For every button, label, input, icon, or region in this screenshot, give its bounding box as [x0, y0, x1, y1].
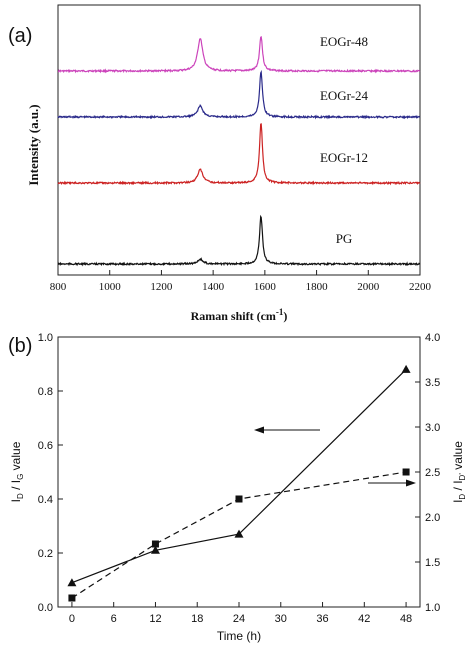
x-tick-label: 30 — [275, 613, 287, 625]
right-y-tick-label: 1.5 — [425, 557, 440, 569]
x-tick-label: 2000 — [357, 281, 380, 293]
spectrum-line — [57, 123, 421, 186]
right-y-axis-ticks: 1.0 1.5 2.0 2.5 3.0 3.5 4.0 — [415, 332, 440, 614]
square-marker — [235, 495, 243, 503]
square-marker — [151, 540, 159, 548]
left-y-tick-label: 0.6 — [38, 440, 53, 452]
x-tick-label: 0 — [69, 613, 75, 625]
triangle-marker — [234, 529, 244, 538]
spectrum-line — [57, 36, 421, 74]
triangle-marker — [150, 545, 160, 554]
right-y-tick-label: 2.5 — [425, 467, 440, 479]
x-tick-label: 18 — [191, 613, 203, 625]
left-y-axis-label: ID / IG value — [9, 441, 25, 502]
x-axis-ticks-a: 800 1000 1200 1400 1600 1800 2000 2200 — [50, 270, 432, 293]
spectrum-line — [57, 69, 421, 120]
series-label: EOGr-48 — [320, 34, 368, 49]
right-y-tick-label: 3.0 — [425, 422, 440, 434]
y-axis-label-a: Intensity (a.u.) — [26, 104, 41, 185]
triangle-marker — [67, 578, 77, 587]
panel-a-label: (a) — [8, 25, 32, 47]
x-tick-label: 1000 — [99, 281, 122, 293]
x-tick-label: 800 — [50, 281, 67, 293]
series-label: EOGr-24 — [320, 88, 369, 103]
plot-frame-a — [57, 4, 421, 276]
x-tick-label: 1600 — [254, 281, 277, 293]
right-y-tick-label: 3.5 — [425, 377, 440, 389]
left-y-tick-label: 0.0 — [38, 602, 53, 614]
x-axis-ticks-b: 0 6 12 18 24 30 36 42 48 — [69, 602, 412, 625]
right-y-axis-label: ID / ID' value — [451, 441, 467, 503]
x-tick-label: 42 — [358, 613, 370, 625]
x-axis-label-a: Raman shift (cm-1) — [191, 307, 288, 323]
x-tick-label: 12 — [149, 613, 161, 625]
series-label: PG — [336, 231, 353, 246]
x-tick-label: 1800 — [306, 281, 329, 293]
triangle-marker — [401, 364, 411, 373]
raman-spectra-panel: (a) 800 1000 1200 1400 1600 1800 2000 2200 EOGr… — [8, 4, 432, 323]
ratio-series — [67, 364, 411, 602]
spectrum-line — [57, 214, 421, 267]
spectra-curves — [57, 36, 421, 267]
left-y-axis-ticks: 0.0 0.2 0.4 0.6 0.8 1.0 — [38, 332, 63, 614]
right-y-tick-label: 1.0 — [425, 602, 440, 614]
series-labels-a: EOGr-48 EOGr-24 EOGr-12 PG — [320, 34, 369, 246]
right-y-tick-label: 2.0 — [425, 512, 440, 524]
id-ig-line — [71, 368, 407, 584]
right-y-tick-label: 4.0 — [425, 332, 440, 344]
left-y-tick-label: 0.8 — [38, 386, 53, 398]
right-axis-arrow — [368, 479, 416, 487]
square-marker — [68, 594, 76, 602]
x-tick-label: 1200 — [150, 281, 173, 293]
series-label: EOGr-12 — [320, 150, 368, 165]
x-tick-label: 6 — [111, 613, 117, 625]
left-y-tick-label: 0.4 — [38, 494, 53, 506]
square-marker — [402, 468, 410, 476]
left-y-tick-label: 0.2 — [38, 548, 53, 560]
x-tick-label: 48 — [400, 613, 412, 625]
intensity-ratio-panel: (b) 0 6 12 18 24 30 36 42 48 0.0 0.2 0.4 0.6 0.8 1.0 … — [8, 332, 467, 643]
panel-b-label: (b) — [8, 335, 32, 357]
x-tick-label: 1400 — [202, 281, 225, 293]
x-tick-label: 24 — [233, 613, 245, 625]
x-tick-label: 2200 — [409, 281, 432, 293]
x-tick-label: 36 — [316, 613, 328, 625]
left-y-tick-label: 1.0 — [38, 332, 53, 344]
x-axis-label-b: Time (h) — [217, 629, 261, 643]
left-axis-arrow — [254, 426, 320, 434]
